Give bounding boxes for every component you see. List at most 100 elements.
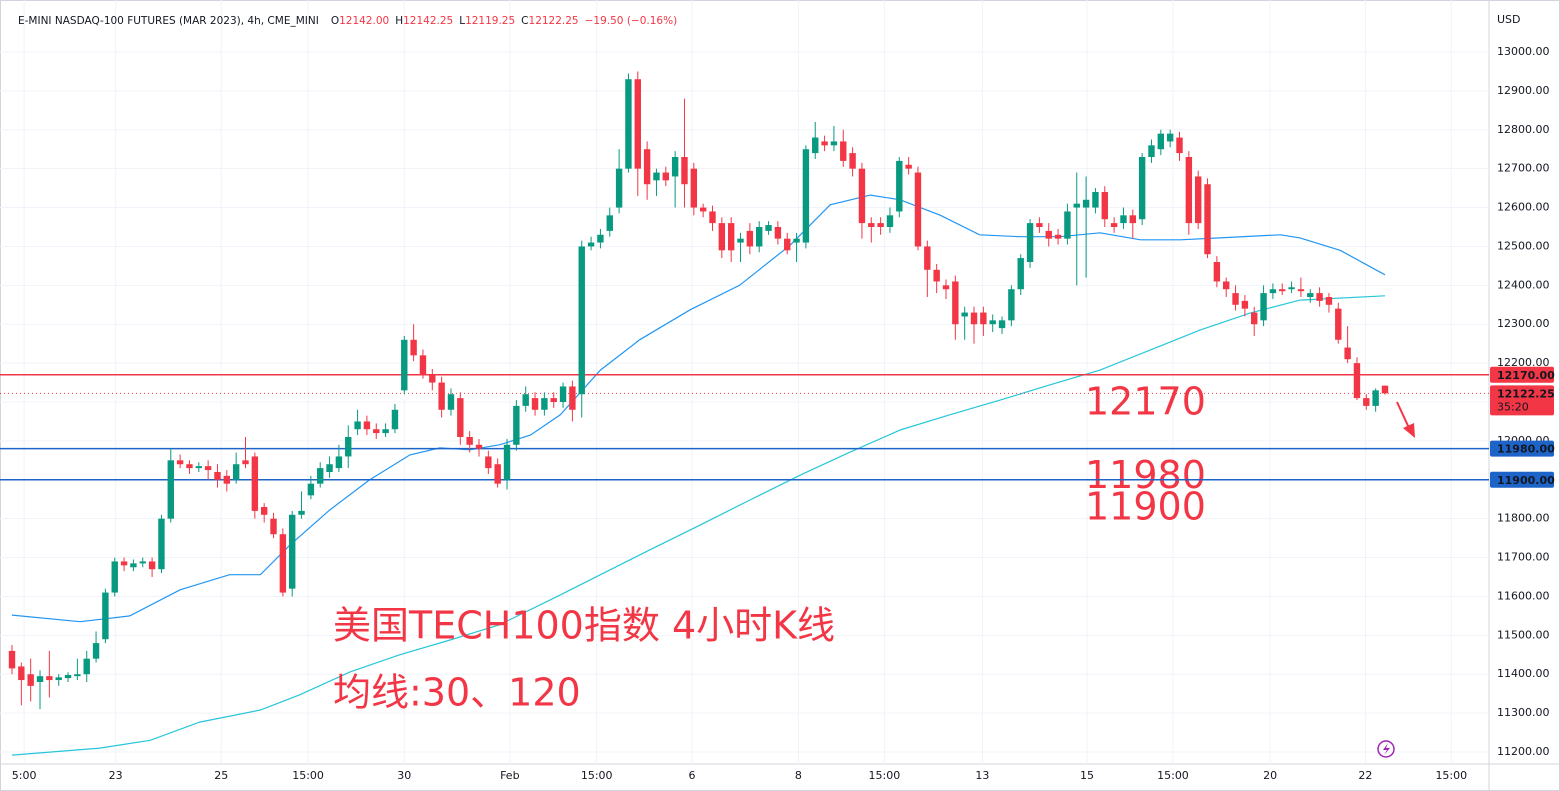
candle-body — [1017, 258, 1024, 290]
y-tick-label: 12700.00 — [1497, 162, 1550, 175]
candle-body — [345, 437, 352, 457]
candle-body — [821, 141, 828, 146]
candle-body — [1008, 289, 1015, 321]
candle-body — [952, 281, 959, 325]
candle-body — [1204, 184, 1211, 255]
level-annotation: 12170 — [1085, 379, 1206, 423]
candle-body — [1185, 157, 1193, 224]
grid — [0, 0, 1489, 764]
x-tick-label: 22 — [1358, 769, 1372, 782]
candle-body — [447, 394, 455, 410]
candle-body — [914, 172, 922, 247]
candle-body — [1045, 230, 1052, 239]
candle-body — [690, 168, 698, 208]
candle-body — [223, 475, 231, 484]
header: E-MINI NASDAQ-100 FUTURES (MAR 2023), 4h… — [18, 15, 677, 27]
candle-body — [1232, 293, 1239, 305]
candle-body — [671, 157, 679, 177]
candle-body — [699, 207, 707, 212]
x-tick-label: 13 — [975, 769, 989, 782]
y-tick-label: 13000.00 — [1497, 45, 1550, 58]
candle-body — [1372, 390, 1379, 406]
x-tick-label: 8 — [795, 769, 802, 782]
candle-body — [1073, 203, 1080, 208]
candle-body — [1241, 300, 1249, 309]
candle-body — [102, 592, 109, 640]
candle-body — [55, 677, 62, 681]
icon-circle — [1377, 740, 1395, 758]
candle-body — [27, 674, 34, 686]
candle-body — [942, 285, 950, 290]
x-tick-label: 15:00 — [581, 769, 613, 782]
open-label: O — [331, 15, 339, 27]
icon-bolt — [1383, 743, 1390, 755]
level-label: 11900.00 — [1497, 474, 1555, 487]
candle-body — [1082, 199, 1090, 208]
candle-body — [802, 149, 810, 243]
candle-body — [774, 227, 782, 239]
candle-body — [18, 666, 25, 681]
level-label: 12170.00 — [1497, 369, 1555, 382]
candle-body — [980, 312, 987, 325]
candle-body — [597, 234, 604, 243]
candle-body — [46, 676, 53, 681]
x-tick-label: 23 — [109, 769, 123, 782]
candle-body — [64, 675, 72, 679]
trend-arrow — [1396, 401, 1415, 438]
candle-body — [289, 514, 296, 589]
y-tick-label: 12200.00 — [1497, 356, 1550, 369]
candle-body — [905, 164, 912, 169]
candle-body — [559, 386, 567, 402]
x-tick-label: 25 — [214, 769, 228, 782]
candle-body — [307, 483, 315, 496]
candle-body — [120, 561, 128, 566]
candle-body — [868, 223, 875, 227]
candle-body — [896, 160, 903, 212]
candle-body — [625, 79, 632, 169]
candle-body — [1138, 157, 1146, 220]
annotation: 均线:30、120 — [333, 671, 581, 715]
candle-body — [326, 464, 333, 472]
candle-body — [130, 563, 137, 568]
candle-body — [737, 238, 744, 243]
level-annotation: 11980 — [1085, 453, 1206, 497]
y-tick-label: 12400.00 — [1497, 278, 1550, 291]
y-tick-label: 12300.00 — [1497, 317, 1550, 330]
candle-body — [457, 398, 464, 437]
candle-body — [1129, 215, 1136, 224]
candle-body — [354, 421, 361, 430]
x-tick-label: 15:00 — [1157, 769, 1189, 782]
candle-body — [1288, 287, 1295, 290]
candle-body — [812, 137, 819, 154]
candle-body — [662, 172, 669, 181]
candle-body — [242, 460, 249, 465]
candle-body — [970, 312, 978, 325]
candle-body — [746, 230, 754, 247]
candle-body — [709, 211, 716, 224]
candle-body — [317, 468, 324, 484]
candle-body — [204, 466, 212, 471]
level-annotation: 11900 — [1085, 484, 1206, 528]
arrow-head — [1403, 423, 1415, 438]
currency: USD — [1497, 13, 1521, 26]
candle-body — [513, 405, 520, 445]
candle-body — [214, 472, 221, 480]
candle-body — [1120, 215, 1127, 224]
candle-body — [1223, 281, 1230, 290]
candle-body — [1148, 145, 1155, 157]
candle-body — [756, 227, 763, 247]
candles — [8, 71, 1389, 710]
candle-body — [36, 676, 44, 682]
y-tick-label: 11400.00 — [1497, 667, 1550, 680]
candle-body — [653, 172, 660, 181]
moving-average — [11, 295, 1386, 756]
candle-body — [793, 238, 800, 243]
candle-body — [410, 339, 417, 356]
candle-body — [643, 149, 651, 185]
candle-body — [1307, 293, 1314, 297]
level-label-box — [1490, 471, 1554, 488]
